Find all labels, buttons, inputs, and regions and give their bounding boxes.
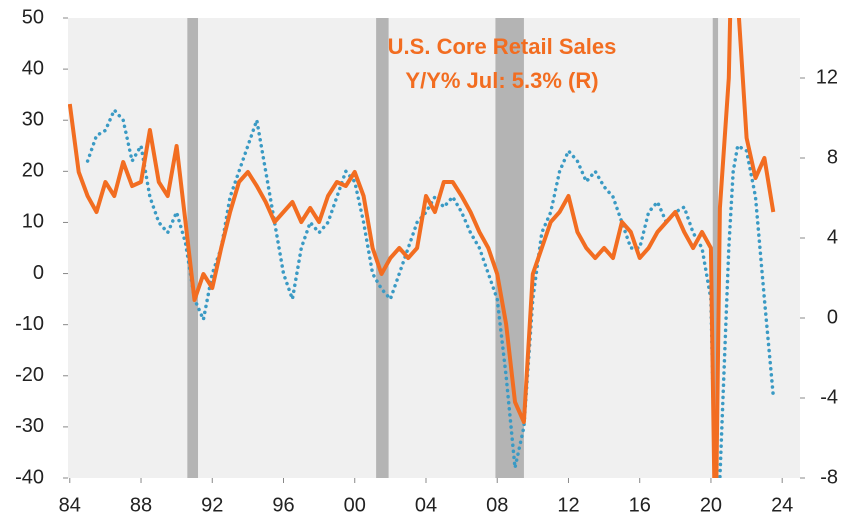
y-tick-label: 50 <box>22 6 44 28</box>
x-tick-label: 12 <box>557 494 579 516</box>
y-tick-label: -20 <box>15 364 44 386</box>
x-tick-label: 24 <box>771 494 793 516</box>
x-tick-label: 04 <box>415 494 437 516</box>
chart-title: U.S. Core Retail Sales <box>388 34 617 59</box>
x-tick-label: 84 <box>59 494 81 516</box>
y-tick-label: 0 <box>33 262 44 284</box>
y2-tick-label: 12 <box>816 66 838 88</box>
x-tick-label: 96 <box>272 494 294 516</box>
y-tick-label: 10 <box>22 211 44 233</box>
y2-tick-label: 8 <box>827 146 838 168</box>
y-tick-label: 30 <box>22 109 44 131</box>
y2-tick-label: 4 <box>827 226 838 248</box>
series-line <box>68 18 776 478</box>
y-tick-label: 20 <box>22 160 44 182</box>
recession-band <box>376 18 389 478</box>
x-tick-label: 08 <box>486 494 508 516</box>
x-tick-label: 88 <box>130 494 152 516</box>
recession-band <box>187 18 199 478</box>
x-tick-label: 20 <box>700 494 722 516</box>
y2-tick-label: -8 <box>820 466 838 488</box>
y-tick-label: -40 <box>15 466 44 488</box>
y-tick-label: -30 <box>15 415 44 437</box>
y2-tick-label: -4 <box>820 386 838 408</box>
lines <box>68 18 776 478</box>
y-tick-label: 40 <box>22 57 44 79</box>
x-tick-label: 00 <box>344 494 366 516</box>
x-tick-label: 92 <box>201 494 223 516</box>
recession-shading <box>187 18 719 478</box>
y-tick-label: -10 <box>15 313 44 335</box>
y2-tick-label: 0 <box>827 306 838 328</box>
chart-subtitle: Y/Y% Jul: 5.3% (R) <box>405 68 598 93</box>
x-tick-label: 16 <box>629 494 651 516</box>
recession-band <box>712 18 719 478</box>
